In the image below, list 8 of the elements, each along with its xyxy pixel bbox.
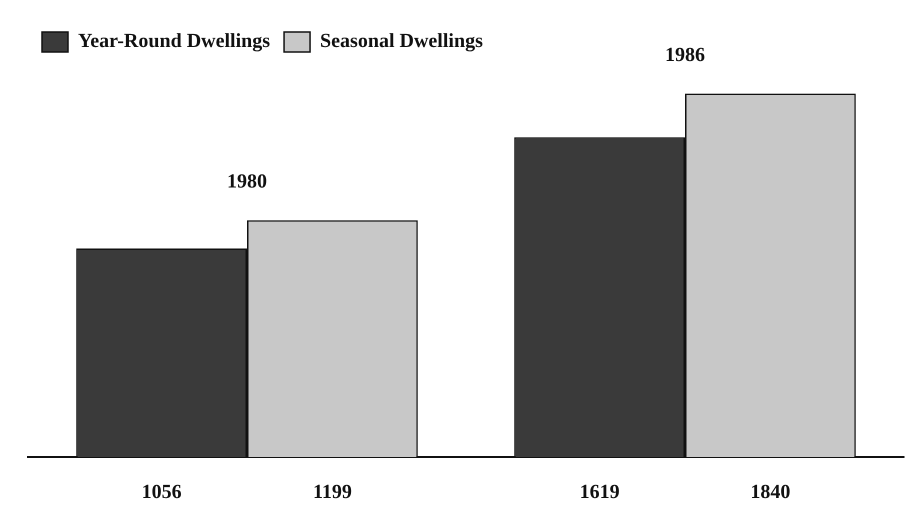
data-label: 1199: [312, 481, 352, 504]
data-label: 1056: [142, 481, 182, 504]
x-tick-label: 1986: [665, 44, 705, 66]
x-tick-label: 1980: [227, 170, 267, 192]
legend-label: Seasonal Dwellings: [320, 30, 484, 52]
legend-label: Year-Round Dwellings: [78, 30, 270, 52]
data-label: 1619: [580, 481, 620, 504]
data-label: 1840: [750, 481, 790, 504]
